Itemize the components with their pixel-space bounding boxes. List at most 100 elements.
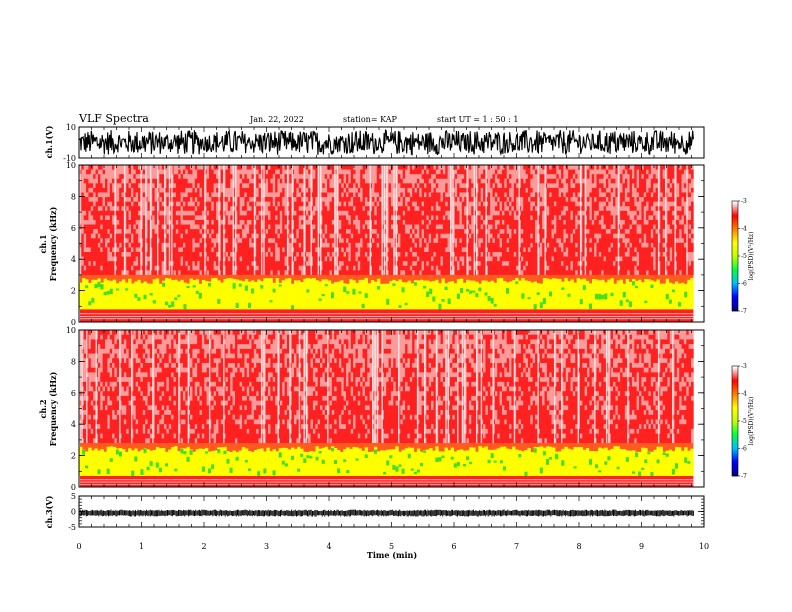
spectrogram-cell	[501, 169, 505, 175]
spectrogram-cell	[405, 242, 408, 248]
spectrogram-cell	[546, 270, 550, 276]
spectrogram-cell	[331, 242, 335, 248]
spectrogram-cell	[407, 242, 411, 248]
spectrogram-cell	[208, 233, 212, 239]
spectrogram-cell	[549, 256, 552, 262]
spectrogram-cell	[185, 265, 188, 271]
spectrogram-cell	[424, 183, 427, 189]
spectrogram-cell	[175, 242, 179, 248]
spectrogram-cell	[442, 229, 446, 234]
spectrogram-cell	[412, 247, 415, 253]
spectrogram-cell	[126, 224, 129, 230]
spectrogram-cell	[175, 187, 179, 193]
spectrogram-cell	[109, 247, 113, 253]
spectrogram-cell	[442, 233, 446, 239]
spectrogram-cell	[480, 219, 484, 225]
spectrogram-cell	[95, 233, 99, 239]
spectrogram-cell	[480, 201, 484, 207]
spectrogram-cell	[121, 169, 125, 175]
spectrogram-cell	[348, 247, 352, 253]
spectrogram-cell	[532, 265, 536, 271]
spectrogram-cell	[530, 197, 533, 202]
spectrogram-cell	[442, 261, 446, 267]
spectrogram-cell	[242, 187, 245, 193]
spectrogram-cell	[258, 178, 262, 184]
spectrogram-cell	[530, 252, 533, 257]
spectrogram-cell	[104, 238, 108, 244]
spectrogram-cell	[230, 252, 233, 257]
spectrogram-cell	[88, 201, 92, 207]
spectrogram-cell	[532, 252, 536, 257]
spectrogram-cell	[107, 192, 111, 198]
spectrogram-cell	[414, 242, 418, 248]
spectrogram-cell	[194, 206, 198, 212]
spectrogram-cell	[95, 256, 99, 262]
spectrogram-cell	[251, 215, 255, 221]
spectrogram-cell	[208, 247, 212, 253]
spectrogram-cell	[180, 197, 184, 202]
spectrogram-cell	[438, 242, 441, 248]
spectrogram-cell	[551, 247, 555, 253]
spectrogram-cell	[275, 174, 278, 180]
spectrogram-cell	[90, 256, 94, 262]
spectrogram-cell	[258, 229, 262, 234]
spectrogram-cell	[242, 215, 245, 221]
spectrogram-cell	[350, 165, 354, 170]
spectrogram-cell	[130, 233, 134, 239]
spectrogram-cell	[142, 210, 146, 216]
spectrogram-cell	[440, 165, 444, 170]
spectrogram-cell	[490, 256, 493, 262]
spectrogram-cell	[86, 229, 89, 234]
spectrogram-cell	[367, 169, 370, 175]
spectrogram-cell	[341, 210, 344, 216]
spectrogram-cell	[414, 233, 418, 239]
spectrogram-cell	[180, 178, 184, 184]
spectrogram-cell	[523, 256, 526, 262]
spectrogram-cell	[133, 252, 137, 257]
spectrogram-cell	[402, 233, 406, 239]
spectrogram-cell	[487, 215, 491, 221]
spectrogram-cell	[315, 256, 318, 262]
spectrogram-cell	[206, 165, 210, 170]
spectrogram-cell	[324, 187, 328, 193]
spectrogram-cell	[461, 242, 465, 248]
spectrogram-cell	[364, 183, 368, 189]
spectrogram-cell	[343, 215, 347, 221]
spectrogram-cell	[480, 270, 484, 276]
spectrogram-cell	[362, 178, 366, 184]
spectrogram-cell	[355, 178, 359, 184]
spectrogram-cell	[242, 256, 245, 262]
spectrogram-cell	[447, 224, 451, 230]
spectrogram-cell	[109, 261, 113, 267]
spectrogram-cell	[440, 242, 444, 248]
spectrogram-cell	[109, 252, 113, 257]
spectrogram-cell	[244, 233, 248, 239]
spectrogram-cell	[227, 238, 231, 244]
spectrogram-cell	[239, 233, 243, 239]
spectrogram-cell	[112, 210, 115, 216]
spectrogram-streak	[466, 165, 468, 275]
spectrogram-cell	[81, 210, 85, 216]
spectrogram-cell	[279, 197, 283, 202]
spectrogram-cell	[284, 265, 288, 271]
spectrogram-cell	[185, 224, 188, 230]
spectrogram-cell	[400, 242, 404, 248]
spectrogram-cell	[480, 247, 484, 253]
spectrogram-cell	[208, 210, 212, 216]
spectrogram-cell	[133, 187, 137, 193]
spectrogram-cell	[350, 256, 354, 262]
spectrogram-streak	[204, 165, 206, 275]
spectrogram-cell	[130, 174, 134, 180]
spectrogram-cell	[312, 165, 316, 170]
spectrogram-cell	[338, 224, 342, 230]
spectrogram-streak	[286, 165, 289, 275]
spectrogram-cell	[225, 183, 229, 189]
spectrogram-cell	[152, 238, 155, 244]
spectrogram-cell	[199, 165, 203, 170]
spectrogram-cell	[447, 174, 451, 180]
spectrogram-cell	[414, 206, 418, 212]
spectrogram-cell	[532, 183, 536, 189]
spectrogram-cell	[407, 192, 411, 198]
spectrogram-cell	[161, 242, 165, 248]
spectrogram-cell	[416, 165, 420, 170]
